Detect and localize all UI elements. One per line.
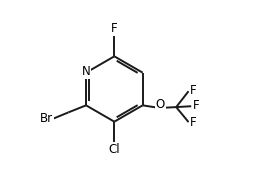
Text: N: N	[82, 65, 90, 78]
Text: Br: Br	[40, 112, 53, 125]
Text: F: F	[190, 84, 197, 97]
Text: F: F	[193, 99, 200, 112]
Text: F: F	[111, 22, 118, 35]
Text: Cl: Cl	[109, 143, 120, 156]
Text: F: F	[190, 116, 197, 129]
Text: O: O	[156, 98, 165, 111]
